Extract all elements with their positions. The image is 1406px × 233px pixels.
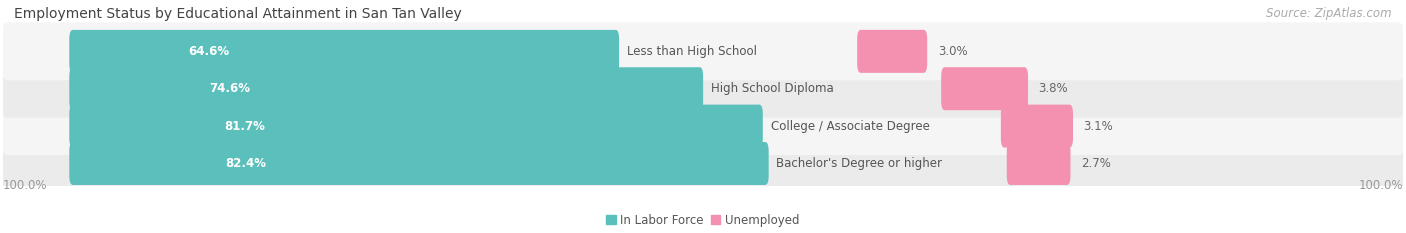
FancyBboxPatch shape (69, 30, 619, 73)
Text: 100.0%: 100.0% (3, 179, 48, 192)
Text: Employment Status by Educational Attainment in San Tan Valley: Employment Status by Educational Attainm… (14, 7, 461, 21)
Text: 81.7%: 81.7% (224, 120, 264, 133)
FancyBboxPatch shape (941, 67, 1028, 110)
FancyBboxPatch shape (69, 67, 703, 110)
Text: 100.0%: 100.0% (1358, 179, 1403, 192)
FancyBboxPatch shape (1001, 105, 1073, 147)
FancyBboxPatch shape (69, 142, 769, 185)
Text: 2.7%: 2.7% (1081, 157, 1111, 170)
FancyBboxPatch shape (1, 134, 1405, 192)
FancyBboxPatch shape (1007, 142, 1070, 185)
Text: 3.1%: 3.1% (1084, 120, 1114, 133)
Text: Bachelor's Degree or higher: Bachelor's Degree or higher (776, 157, 942, 170)
FancyBboxPatch shape (1, 60, 1405, 118)
FancyBboxPatch shape (1, 97, 1405, 155)
Text: 64.6%: 64.6% (188, 45, 229, 58)
Legend: In Labor Force, Unemployed: In Labor Force, Unemployed (602, 209, 804, 231)
Text: Less than High School: Less than High School (627, 45, 756, 58)
Text: 74.6%: 74.6% (209, 82, 250, 95)
FancyBboxPatch shape (858, 30, 927, 73)
Text: 82.4%: 82.4% (225, 157, 266, 170)
FancyBboxPatch shape (69, 105, 763, 147)
Text: College / Associate Degree: College / Associate Degree (770, 120, 929, 133)
FancyBboxPatch shape (1, 22, 1405, 80)
Text: 3.8%: 3.8% (1039, 82, 1069, 95)
Text: Source: ZipAtlas.com: Source: ZipAtlas.com (1267, 7, 1392, 20)
Text: High School Diploma: High School Diploma (711, 82, 834, 95)
Text: 3.0%: 3.0% (938, 45, 967, 58)
